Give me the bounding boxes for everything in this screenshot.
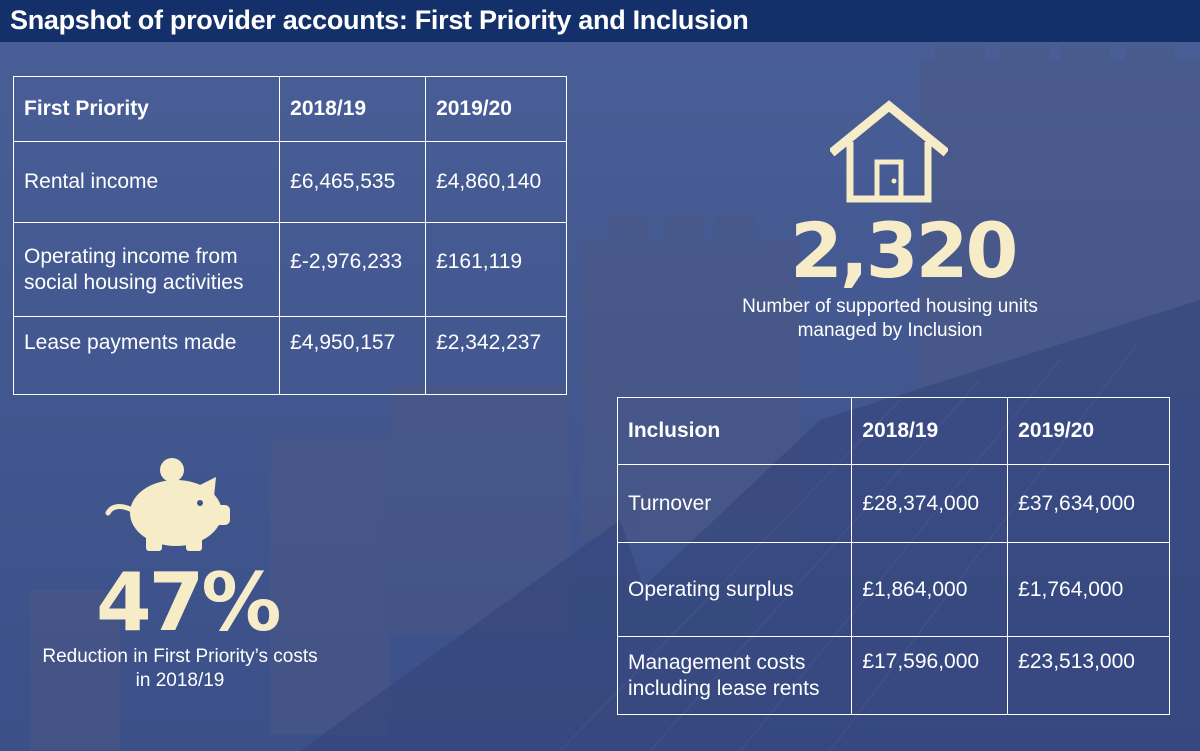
column-header: First Priority: [12, 76, 281, 142]
table-cell: £23,513,000: [1007, 636, 1170, 715]
title-bar: Snapshot of provider accounts: First Pri…: [0, 0, 1200, 42]
table-row: Operating income from social housing act…: [12, 222, 567, 317]
table-cell: £28,374,000: [851, 464, 1009, 543]
row-label: Turnover: [616, 464, 853, 543]
inclusion-table: Inclusion 2018/19 2019/20 Turnover £28,3…: [616, 397, 1170, 715]
row-label: Operating income from social housing act…: [12, 222, 281, 317]
supported-units-value: 2,320: [790, 206, 1018, 295]
first-priority-table: First Priority 2018/19 2019/20 Rental in…: [12, 76, 567, 395]
table-cell: £2,342,237: [425, 316, 567, 395]
table-cell: £17,596,000: [851, 636, 1009, 715]
table-cell: £-2,976,233: [279, 222, 427, 317]
column-header: 2019/20: [425, 76, 567, 142]
table-cell: £4,950,157: [279, 316, 427, 395]
cost-reduction-caption: Reduction in First Priority’s costs in 2…: [42, 646, 318, 691]
table-cell: £161,119: [425, 222, 567, 317]
table-cell: £1,864,000: [851, 542, 1009, 637]
column-header: Inclusion: [616, 397, 853, 465]
table-header-row: Inclusion 2018/19 2019/20: [616, 397, 1170, 465]
column-header: 2018/19: [851, 397, 1009, 465]
table-cell: £6,465,535: [279, 141, 427, 223]
table-header-row: First Priority 2018/19 2019/20: [12, 76, 567, 142]
table-row: Management costs including lease rents £…: [616, 636, 1170, 715]
table-row: Rental income £6,465,535 £4,860,140: [12, 141, 567, 223]
house-icon: [828, 100, 950, 210]
cost-reduction-value: 47%: [96, 556, 281, 649]
row-label: Lease payments made: [12, 316, 281, 395]
row-label: Rental income: [12, 141, 281, 223]
table-cell: £4,860,140: [425, 141, 567, 223]
column-header: 2018/19: [279, 76, 427, 142]
table-row: Operating surplus £1,864,000 £1,764,000: [616, 542, 1170, 637]
piggy-bank-icon: [104, 455, 234, 560]
table-row: Turnover £28,374,000 £37,634,000: [616, 464, 1170, 543]
table-cell: £37,634,000: [1007, 464, 1170, 543]
row-label: Management costs including lease rents: [616, 636, 853, 715]
supported-units-caption: Number of supported housing units manage…: [742, 296, 1038, 341]
row-label: Operating surplus: [616, 542, 853, 637]
table-cell: £1,764,000: [1007, 542, 1170, 637]
table-row: Lease payments made £4,950,157 £2,342,23…: [12, 316, 567, 395]
column-header: 2019/20: [1007, 397, 1170, 465]
page-title: Snapshot of provider accounts: First Pri…: [10, 5, 749, 35]
